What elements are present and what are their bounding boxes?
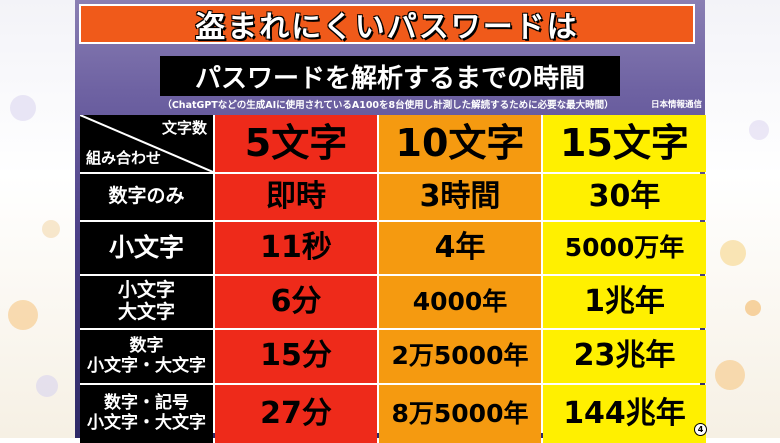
- row-header-line: 小文字: [117, 279, 175, 302]
- decor-dot: [8, 300, 38, 330]
- row-header-lower-upper: 小文字 大文字: [80, 276, 213, 328]
- subtitle-banner: パスワードを解析するまでの時間: [160, 56, 620, 96]
- row-header-digit-lower-upper: 数字 小文字・大文字: [80, 330, 213, 383]
- table-cell: 8万5000年: [379, 385, 541, 443]
- table-cell: 11秒: [215, 222, 377, 274]
- row-header-all-types: 数字・記号 小文字・大文字: [80, 385, 213, 443]
- row-header-line: 小文字: [108, 232, 184, 262]
- row-header-line: 大文字: [117, 301, 175, 323]
- headline-banner: 盗まれにくいパスワードは: [79, 4, 695, 45]
- table-cell: 2万5000年: [379, 330, 541, 383]
- row-header-line: 小文字・大文字: [87, 413, 206, 433]
- column-header-10: 10文字: [379, 115, 541, 172]
- page-marker: 4: [694, 423, 707, 436]
- decor-dot: [10, 95, 36, 121]
- table-cell: 1兆年: [543, 276, 706, 328]
- table-cell: 5000万年: [543, 222, 706, 274]
- right-decor-strip: [705, 0, 780, 438]
- corner-bottom-label: 組み合わせ: [86, 148, 162, 167]
- table-cell: 144兆年: [543, 385, 706, 443]
- column-header-15: 15文字: [543, 115, 706, 172]
- corner-top-label: 文字数: [161, 119, 207, 137]
- left-decor-strip: [0, 0, 75, 438]
- row-header-line: 小文字・大文字: [87, 355, 206, 376]
- footnote: （ChatGPTなどの生成AIに使用されているA100を8台使用し計測した解読す…: [162, 100, 614, 111]
- table-cell: 4年: [379, 222, 541, 274]
- decor-dot: [745, 300, 761, 316]
- decor-dot: [720, 240, 746, 266]
- password-crack-table: 文字数 組み合わせ 5文字 10文字 15文字 数字のみ 即時 3時間 30年 …: [80, 115, 706, 443]
- table-cell: 4000年: [379, 276, 541, 328]
- corner-header: 文字数 組み合わせ: [80, 115, 213, 172]
- table-cell: 27分: [215, 385, 377, 443]
- column-header-5: 5文字: [215, 115, 377, 172]
- row-header-line: 数字: [129, 335, 164, 356]
- table-cell: 3時間: [379, 174, 541, 220]
- decor-dot: [715, 360, 745, 390]
- table-cell: 15分: [215, 330, 377, 383]
- decor-dot: [749, 120, 769, 140]
- row-header-digits: 数字のみ: [80, 174, 213, 220]
- table-cell: 6分: [215, 276, 377, 328]
- table-cell: 23兆年: [543, 330, 706, 383]
- row-header-lowercase: 小文字: [80, 222, 213, 274]
- source-credit: 日本情報通信: [650, 100, 702, 110]
- decor-dot: [42, 220, 60, 238]
- diagonal-divider: [80, 115, 213, 172]
- row-header-line: 数字・記号: [104, 393, 189, 414]
- table-cell: 即時: [215, 174, 377, 220]
- decor-dot: [36, 375, 58, 397]
- table-cell: 30年: [543, 174, 706, 220]
- row-header-line: 数字のみ: [108, 185, 185, 208]
